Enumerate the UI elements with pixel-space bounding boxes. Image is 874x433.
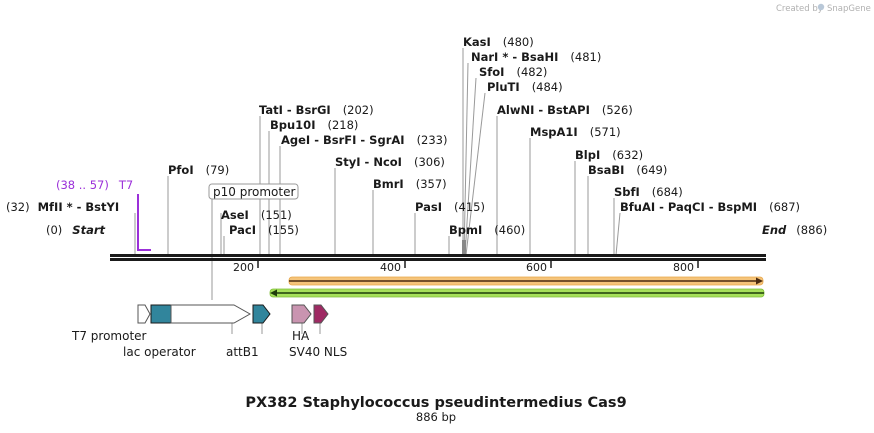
site-label: Bpu10I (218) <box>270 118 358 132</box>
site-label: PluTI (484) <box>487 80 563 94</box>
credit-text: Created by <box>776 4 823 14</box>
primer-arrow <box>137 194 151 251</box>
brand-text: SnapGene <box>827 4 871 14</box>
t7-promoter-label: T7 promoter <box>71 329 147 343</box>
sv40-nls-arrow <box>313 304 329 324</box>
orf-forward <box>288 276 764 286</box>
site-label: AlwNI - BstAPI (526) <box>497 103 633 117</box>
p10-promoter-arrow <box>170 304 252 324</box>
site-label: AgeI - BsrFI - SgrAI (233) <box>281 133 448 147</box>
site-leader-lines <box>134 48 621 334</box>
site-label: BsaBI (649) <box>588 163 667 177</box>
site-label: PacI (155) <box>229 223 299 237</box>
site-label: BpmI (460) <box>449 223 525 237</box>
sequence-end: End (886) <box>762 223 827 237</box>
snapgene-credit: Created by SnapGene <box>776 3 871 14</box>
t7-promoter-arrow <box>137 304 151 324</box>
site-label: BfuAI - PaqCI - BspMI (687) <box>620 200 800 214</box>
attb1-arrow <box>252 304 271 324</box>
ruler: 200 400 600 800 <box>233 261 699 274</box>
ha-arrow <box>291 304 312 324</box>
map-length: 886 bp <box>416 410 456 424</box>
tick-label: 200 <box>233 261 254 274</box>
orf-reverse <box>269 288 765 298</box>
map-title: PX382 Staphylococcus pseudintermedius Ca… <box>245 395 626 411</box>
site-label: SfoI (482) <box>479 65 547 79</box>
site-label: StyI - NcoI (306) <box>335 155 445 169</box>
site-label: BlpI (632) <box>575 148 643 162</box>
ha-label: HA <box>292 329 310 343</box>
p10-promoter-text: p10 promoter <box>213 185 295 199</box>
p10-promoter-label: p10 promoter <box>208 183 299 200</box>
primer-label: (38 .. 57) T7 <box>56 178 133 192</box>
sequence-backbone <box>110 240 766 261</box>
features <box>137 304 329 324</box>
site-label: BmrI (357) <box>373 177 447 191</box>
lac-operator-box <box>150 304 172 324</box>
site-label: KasI (480) <box>463 35 534 49</box>
enzyme-sites: KasI (480) NarI * - BsaHI (481) SfoI (482) … <box>6 35 800 237</box>
sv40-nls-label: SV40 NLS <box>289 345 347 359</box>
site-label: PfoI (79) <box>168 163 229 177</box>
site-label: NarI * - BsaHI (481) <box>471 50 601 64</box>
site-label: MspA1I (571) <box>530 125 621 139</box>
site-label-left: (32) MfII * - BstYI <box>6 200 119 214</box>
tick-label: 600 <box>526 261 547 274</box>
orf-forward-arrowhead <box>756 277 763 285</box>
sequence-start: (0) Start <box>46 223 106 237</box>
site-label: SbfI (684) <box>614 185 683 199</box>
t7-primer: (38 .. 57) T7 <box>56 178 151 251</box>
snapgene-logo-icon <box>817 3 825 11</box>
site-cluster-mark <box>462 240 466 254</box>
tick-label: 400 <box>380 261 401 274</box>
site-label: AseI (151) <box>221 208 292 222</box>
tick-label: 800 <box>673 261 694 274</box>
site-label: TatI - BsrGI (202) <box>259 103 374 117</box>
lac-operator-label: lac operator <box>123 345 196 359</box>
site-label: PasI (415) <box>415 200 485 214</box>
orf-reverse-arrowhead <box>270 289 277 297</box>
attb1-label: attB1 <box>226 345 259 359</box>
